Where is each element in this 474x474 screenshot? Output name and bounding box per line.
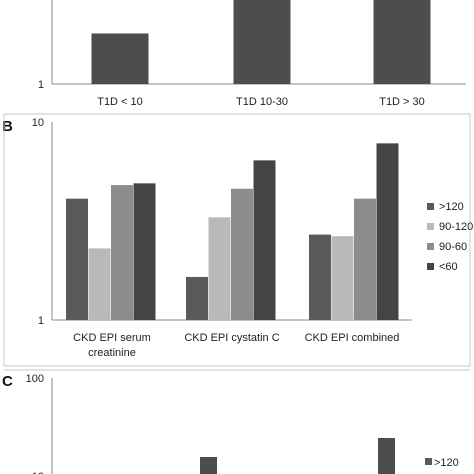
panel-b-label: B: [2, 118, 13, 135]
panel-a: 1 T1D < 10 T1D 10-30 T1D > 30: [38, 0, 466, 108]
panel-a-category-3: T1D > 30: [379, 96, 425, 108]
panel-b-bars: [66, 143, 399, 320]
panel-a-bar-2: [233, 0, 291, 84]
panel-a-bar-1: [91, 33, 149, 84]
panel-b-bar-2-series-2: [208, 217, 231, 320]
panel-b-bar-1-series-3: [111, 185, 133, 320]
panel-b-frame: [3, 113, 471, 367]
panel-c-legend-label-gt120: >120: [434, 457, 459, 469]
legend-swatch-90-120: [427, 223, 434, 230]
panel-c-bar-partial-1: [200, 457, 217, 474]
legend-label-gt120: >120: [439, 201, 464, 213]
panel-b-ytick-1: 1: [38, 315, 44, 327]
panel-b-bar-3-series-4: [376, 143, 399, 320]
panel-a-category-1: T1D < 10: [97, 96, 143, 108]
panel-b-bar-2-series-4: [253, 160, 276, 320]
panel-c: C 100 10 >120: [2, 369, 470, 474]
legend-swatch-gt120: [427, 203, 434, 210]
legend-swatch-lt60: [427, 263, 434, 270]
panel-b-category-1-line-2: creatinine: [88, 347, 136, 359]
panel-b-ytick-10: 10: [32, 117, 44, 129]
panel-b-bar-3-series-3: [354, 198, 376, 320]
panel-c-ytick-10: 10: [32, 471, 44, 474]
panel-c-bar-partial-2: [378, 438, 395, 474]
legend-swatch-90-60: [427, 243, 434, 250]
panel-b-bar-3-series-1: [309, 234, 331, 320]
legend-label-90-120: 90-120: [439, 221, 473, 233]
panel-b-bar-2-series-1: [186, 276, 208, 320]
panel-a-bar-3: [373, 0, 431, 84]
panel-c-ytick-100: 100: [26, 373, 44, 385]
panel-b-bar-3-series-2: [331, 236, 354, 320]
panel-a-ytick-1: 1: [38, 79, 44, 91]
panel-b-bar-1-series-1: [66, 198, 88, 320]
panel-b-bar-2-series-3: [231, 188, 253, 320]
panel-b-category-3: CKD EPI combined: [305, 332, 400, 344]
panel-a-bars: [91, 0, 431, 84]
legend-label-lt60: <60: [439, 261, 458, 273]
panel-b-bar-1-series-2: [88, 248, 111, 320]
panel-b: B 1 10 CKD EPI serum creatinine CKD EPI …: [2, 113, 473, 367]
panel-b-category-1-line-1: CKD EPI serum: [73, 332, 151, 344]
panel-a-category-2: T1D 10-30: [236, 96, 288, 108]
legend-label-90-60: 90-60: [439, 241, 467, 253]
panel-c-label: C: [2, 373, 13, 390]
panel-c-legend-swatch-gt120: [425, 458, 432, 465]
panel-b-legend: >120 90-120 90-60 <60: [427, 201, 473, 273]
panel-b-bar-1-series-4: [133, 183, 156, 320]
panel-b-category-2: CKD EPI cystatin C: [184, 332, 279, 344]
